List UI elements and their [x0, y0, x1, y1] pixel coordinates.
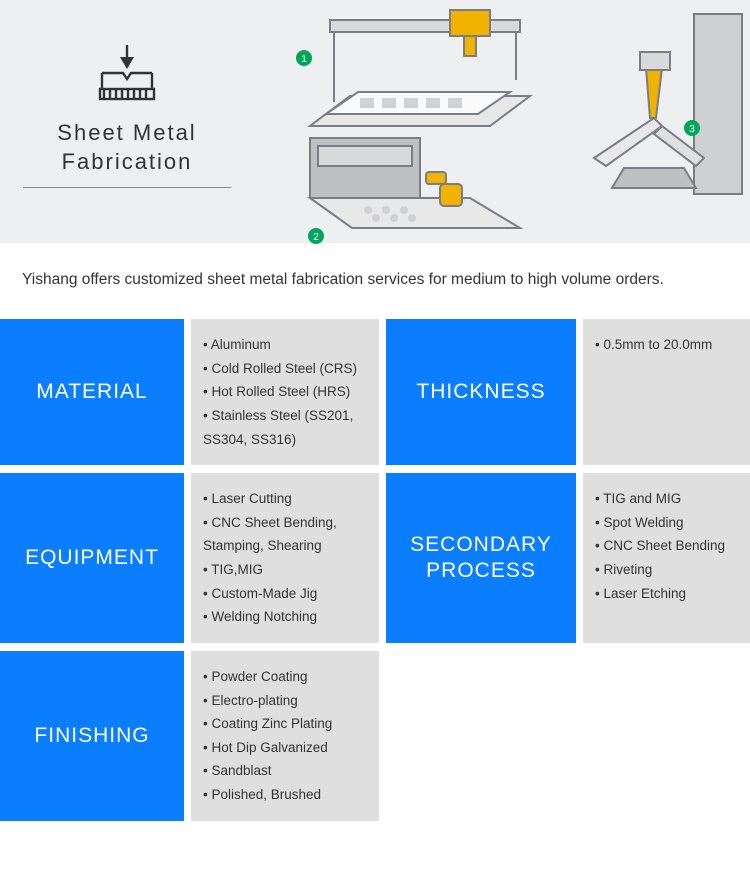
list-item: Stainless Steel (SS201, SS304, SS316): [203, 404, 367, 451]
list-item: CNC Sheet Bending: [595, 534, 750, 558]
label-secondary-process-text: SECONDARYPROCESS: [410, 532, 552, 585]
label-material: MATERIAL: [0, 319, 184, 465]
hero-title: Sheet Metal Fabrication: [57, 119, 196, 176]
machine-3-illustration: 3: [584, 8, 750, 208]
list-item: Hot Rolled Steel (HRS): [203, 380, 367, 404]
list-item: Laser Etching: [595, 582, 750, 606]
list-item: 0.5mm to 20.0mm: [595, 333, 750, 357]
list-item: Aluminum: [203, 333, 367, 357]
content-material: AluminumCold Rolled Steel (CRS)Hot Rolle…: [191, 319, 379, 465]
list-equipment: Laser CuttingCNC Sheet Bending, Stamping…: [203, 487, 367, 629]
list-item: Hot Dip Galvanized: [203, 736, 367, 760]
list-item: Powder Coating: [203, 665, 367, 689]
list-item: TIG,MIG: [203, 558, 367, 582]
content-secondary-process: TIG and MIGSpot WeldingCNC Sheet Bending…: [583, 473, 750, 643]
list-item: Polished, Brushed: [203, 783, 367, 807]
content-thickness: 0.5mm to 20.0mm: [583, 319, 750, 465]
list-item: Sandblast: [203, 759, 367, 783]
label-finishing: FINISHING: [0, 651, 184, 821]
empty-cell-2: [583, 651, 750, 821]
hero: Sheet Metal Fabrication: [0, 0, 750, 243]
hero-left: Sheet Metal Fabrication: [0, 0, 254, 243]
label-secondary-process: SECONDARYPROCESS: [386, 473, 576, 643]
svg-text:3: 3: [689, 124, 695, 135]
machine-2-illustration: 2: [290, 128, 550, 248]
list-item: Coating Zinc Plating: [203, 712, 367, 736]
list-item: Welding Notching: [203, 605, 367, 629]
hero-illustration: 1 2: [254, 0, 750, 243]
content-finishing: Powder CoatingElectro-platingCoating Zin…: [191, 651, 379, 821]
empty-cell-1: [386, 651, 576, 821]
content-equipment: Laser CuttingCNC Sheet Bending, Stamping…: [191, 473, 379, 643]
machine-1-illustration: 1: [290, 6, 550, 146]
hero-underline: [23, 187, 231, 188]
list-item: CNC Sheet Bending, Stamping, Shearing: [203, 511, 367, 558]
svg-text:1: 1: [301, 54, 307, 65]
list-item: TIG and MIG: [595, 487, 750, 511]
spec-grid: MATERIAL AluminumCold Rolled Steel (CRS)…: [0, 319, 750, 831]
list-secondary-process: TIG and MIGSpot WeldingCNC Sheet Bending…: [595, 487, 750, 605]
list-finishing: Powder CoatingElectro-platingCoating Zin…: [203, 665, 367, 807]
label-thickness: THICKNESS: [386, 319, 576, 465]
list-item: Cold Rolled Steel (CRS): [203, 357, 367, 381]
list-thickness: 0.5mm to 20.0mm: [595, 333, 750, 357]
svg-text:2: 2: [313, 232, 319, 243]
list-item: Spot Welding: [595, 511, 750, 535]
list-material: AluminumCold Rolled Steel (CRS)Hot Rolle…: [203, 333, 367, 451]
list-item: Custom-Made Jig: [203, 582, 367, 606]
hero-title-line1: Sheet Metal: [57, 120, 196, 145]
label-equipment: EQUIPMENT: [0, 473, 184, 643]
list-item: Electro-plating: [203, 689, 367, 713]
press-brake-icon: [92, 45, 162, 105]
description: Yishang offers customized sheet metal fa…: [0, 243, 750, 319]
list-item: Riveting: [595, 558, 750, 582]
list-item: Laser Cutting: [203, 487, 367, 511]
hero-title-line2: Fabrication: [62, 149, 193, 174]
